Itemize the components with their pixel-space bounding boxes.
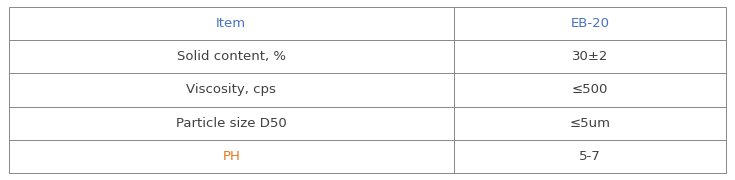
Text: Particle size D50: Particle size D50 [176, 117, 287, 130]
Text: Item: Item [216, 17, 246, 30]
Text: 5-7: 5-7 [579, 150, 600, 163]
Text: ≤5um: ≤5um [570, 117, 610, 130]
Text: EB-20: EB-20 [570, 17, 609, 30]
Text: Solid content, %: Solid content, % [176, 50, 286, 63]
Text: PH: PH [222, 150, 240, 163]
Text: 30±2: 30±2 [572, 50, 608, 63]
Text: Viscosity, cps: Viscosity, cps [186, 84, 276, 96]
Text: ≤500: ≤500 [572, 84, 608, 96]
